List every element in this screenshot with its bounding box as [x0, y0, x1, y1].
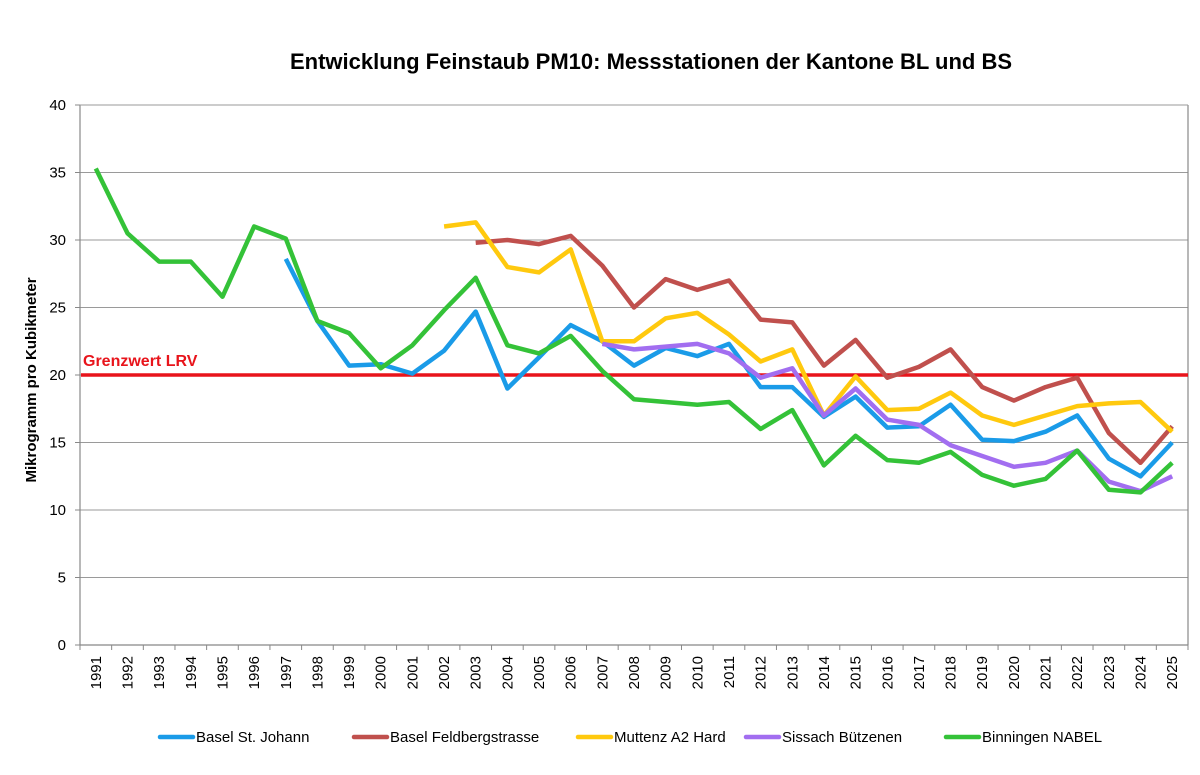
x-tick-label: 2010: [689, 656, 706, 689]
legend-label: Binningen NABEL: [982, 729, 1102, 746]
x-tick-label: 2002: [436, 656, 453, 689]
x-tick-label: 2022: [1069, 656, 1086, 689]
x-tick-label: 2013: [784, 656, 801, 689]
series-line-binningen-nabel: [93, 167, 1174, 495]
y-tick-label: 30: [49, 232, 66, 249]
legend-label: Sissach Bützenen: [782, 729, 902, 746]
x-tick-label: 1993: [151, 656, 168, 689]
y-tick-label: 10: [49, 502, 66, 519]
legend-label: Basel Feldbergstrasse: [390, 729, 539, 746]
x-tick-label: 2016: [879, 656, 896, 689]
x-tick-label: 2015: [848, 656, 865, 689]
y-axis-ticks: 0 5 10 15 20 25 30 35 40: [49, 97, 80, 654]
x-tick-label: 1996: [246, 656, 263, 689]
x-tick-label: 1995: [214, 656, 231, 689]
reference-line-group: Grenzwert LRV: [81, 353, 1188, 377]
x-tick-label: 2007: [594, 656, 611, 689]
series-line-muttenz-a2-hard: [443, 220, 1174, 434]
x-tick-label: 2014: [816, 656, 833, 689]
x-tick-label: 2006: [563, 656, 580, 689]
x-tick-label: 2004: [499, 656, 516, 689]
x-tick-label: 1998: [309, 656, 326, 689]
legend-label: Basel St. Johann: [196, 729, 309, 746]
x-tick-label: 2000: [373, 656, 390, 689]
x-tick-label: 1992: [119, 656, 136, 689]
x-tick-label: 2024: [1133, 656, 1150, 689]
x-tick-label: 2008: [626, 656, 643, 689]
series-line-sissach-b-tzenen: [601, 341, 1174, 494]
x-tick-label: 1997: [278, 656, 295, 689]
x-tick-label: 1999: [341, 656, 358, 689]
y-tick-label: 0: [58, 637, 66, 654]
x-tick-label: 2021: [1038, 656, 1055, 689]
y-tick-label: 35: [49, 165, 66, 182]
series-lines: [93, 167, 1174, 495]
x-tick-label: 1991: [88, 656, 105, 689]
y-tick-label: 20: [49, 367, 66, 384]
x-tick-label: 2025: [1164, 656, 1181, 689]
x-tick-label: 2005: [531, 656, 548, 689]
x-tick-label: 2001: [404, 656, 421, 689]
x-tick-label: 2009: [658, 656, 675, 689]
x-axis-ticks: 1991 1992 1993 1994 1995 1996 1997 1998 1999 2000…: [79, 645, 1189, 689]
y-tick-label: 15: [49, 435, 66, 452]
x-tick-label: 2019: [974, 656, 991, 689]
x-tick-label: 2003: [468, 656, 485, 689]
y-axis-label: Mikrogramm pro Kubikmeter: [23, 277, 40, 482]
x-tick-label: 2020: [1006, 656, 1023, 689]
y-tick-label: 40: [49, 97, 66, 114]
x-tick-label: 2012: [753, 656, 770, 689]
x-tick-label: 1994: [183, 656, 200, 689]
x-tick-label: 2011: [721, 656, 738, 688]
legend-label: Muttenz A2 Hard: [614, 729, 726, 746]
chart-title: Entwicklung Feinstaub PM10: Messstatione…: [290, 49, 1012, 74]
x-tick-label: 2018: [943, 656, 960, 689]
series-line-basel-st-johann: [283, 257, 1174, 479]
y-tick-label: 5: [58, 570, 66, 587]
y-tick-label: 25: [49, 300, 66, 317]
x-tick-label: 2023: [1101, 656, 1118, 689]
reference-line-label: Grenzwert LRV: [83, 353, 198, 370]
x-tick-label: 2017: [911, 656, 928, 689]
legend: Basel St. Johann Basel Feldbergstrasse Mut…: [157, 729, 1102, 746]
